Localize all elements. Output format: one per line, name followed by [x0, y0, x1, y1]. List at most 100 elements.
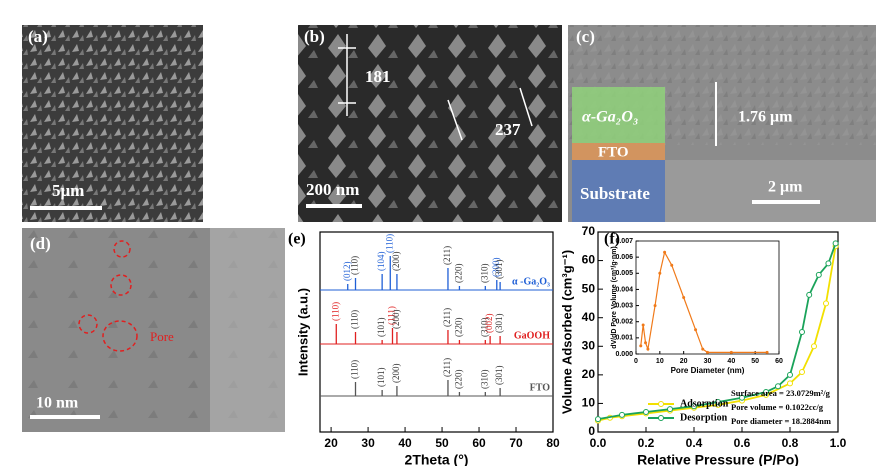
point	[639, 344, 643, 348]
peak-label: (220)	[453, 370, 463, 390]
scale-bar-label: 5μm	[52, 181, 84, 200]
peak-label: (301)	[494, 366, 504, 385]
x-tick-label: 0.6	[734, 436, 751, 450]
legend-marker	[658, 415, 664, 421]
x-axis-label: 2Theta (°)	[405, 452, 469, 466]
peak-label: (110)	[350, 360, 360, 379]
point	[670, 263, 674, 267]
panel-label: (f)	[604, 231, 620, 248]
x-tick-label: 30	[361, 436, 375, 450]
x-tick-label: 1.0	[830, 436, 847, 450]
panel-label: (d)	[30, 234, 51, 253]
peak-label: (200)	[391, 252, 401, 272]
x-tick-label: 40	[398, 436, 412, 450]
point	[715, 399, 721, 405]
scale-bar-label: 200 nm	[306, 180, 359, 199]
panel-b: (b) 181 237 200 nm	[298, 25, 562, 222]
thickness-label: 1.76 μm	[738, 109, 793, 126]
panel-label: (c)	[576, 27, 595, 46]
series-label: GaOOH	[514, 330, 550, 341]
x-tick-label: 80	[546, 436, 560, 450]
panel-a: (a) 5μm	[22, 25, 203, 222]
sem-texture	[22, 25, 203, 222]
x-axis-label: Relative Pressure (P/Po)	[637, 452, 799, 466]
pore-label: Pore	[150, 329, 174, 344]
annotation: Pore volume = 0.1022cc/g	[731, 402, 824, 412]
peak-label: (310)	[479, 318, 489, 338]
y-axis-label: dV/dD Pore Volume (cm³/g·nm)	[611, 246, 618, 349]
substrate-image	[665, 160, 876, 222]
legend-marker	[658, 401, 664, 407]
y-tick-label: 0.003	[615, 302, 633, 309]
annotation: Surface area = 23.0729m²/g	[731, 388, 831, 398]
plot-frame	[635, 240, 780, 355]
point	[701, 347, 705, 351]
point	[667, 406, 673, 413]
plot-frame	[319, 231, 554, 433]
scale-bar-label: 10 nm	[36, 395, 79, 412]
y-tick-label: 0.005	[615, 270, 633, 277]
substrate-layer	[572, 160, 665, 222]
point	[694, 328, 698, 332]
peak-label: (310)	[479, 264, 489, 284]
peak-label: (211)	[442, 246, 452, 265]
y-axis-label: Volume Adsorbed (cm³g⁻¹)	[559, 250, 574, 414]
y-tick-label: 0.002	[615, 319, 633, 326]
panel-label: (e)	[288, 231, 306, 248]
y-tick-label: 40	[582, 310, 596, 324]
point	[682, 296, 686, 299]
y-tick-label: 0.001	[615, 335, 633, 342]
layer-label: FTO	[598, 144, 629, 160]
x-tick-label: 0.8	[782, 436, 799, 450]
y-tick-label: 0.007	[615, 238, 633, 245]
point	[658, 271, 662, 275]
panel-c: (c) α-Ga₂O₃ FTO Substrate 1.76 μm 2 μm	[568, 25, 876, 222]
legend-label: Adsorption	[680, 398, 729, 409]
scale-bar-label: 2 μm	[768, 179, 803, 196]
point	[815, 271, 822, 278]
pore-circle	[113, 240, 131, 258]
pore-circle	[110, 274, 132, 296]
peak-label: (301)	[494, 314, 504, 333]
point	[729, 350, 733, 354]
panel-label: (a)	[28, 27, 48, 46]
peak-label: (200)	[391, 364, 401, 384]
point	[706, 350, 709, 354]
x-tick-label: 60	[472, 436, 486, 450]
x-tick-label: 50	[751, 358, 759, 365]
point	[787, 371, 793, 378]
y-tick-label: 0.006	[615, 254, 633, 261]
x-tick-label: 40	[727, 358, 735, 365]
length-label: 237	[495, 120, 521, 139]
point	[641, 323, 645, 327]
peak-label: (110)	[350, 256, 360, 275]
layer-label: α-Ga₂O₃	[582, 109, 638, 126]
x-tick-label: 70	[509, 436, 523, 450]
annotation: Pore diameter = 18.2884nm	[731, 416, 831, 426]
peak-label: (301)	[494, 260, 504, 279]
point	[595, 416, 601, 423]
x-tick-label: 0.4	[686, 436, 703, 450]
y-tick-label: 70	[582, 224, 596, 238]
peak-label: (211)	[442, 358, 452, 377]
point	[653, 304, 657, 308]
fto-layer	[572, 143, 665, 160]
point	[825, 260, 832, 267]
layer-label: Substrate	[580, 184, 650, 203]
peak-label: (220)	[453, 318, 463, 338]
peak-label: (101)	[376, 368, 386, 388]
x-tick-label: 60	[775, 358, 783, 365]
y-tick-label: 20	[582, 367, 596, 381]
x-tick-label: 0	[634, 358, 638, 365]
point	[823, 300, 829, 307]
peak-label: (211)	[442, 308, 452, 327]
pore-markers	[78, 240, 138, 352]
peak-label: (110)	[330, 302, 340, 321]
x-tick-label: 20	[324, 436, 338, 450]
point	[799, 369, 805, 375]
point	[811, 343, 817, 350]
y-tick-label: 30	[582, 338, 596, 352]
x-tick-label: 30	[704, 358, 712, 365]
y-tick-label: 60	[582, 253, 596, 267]
